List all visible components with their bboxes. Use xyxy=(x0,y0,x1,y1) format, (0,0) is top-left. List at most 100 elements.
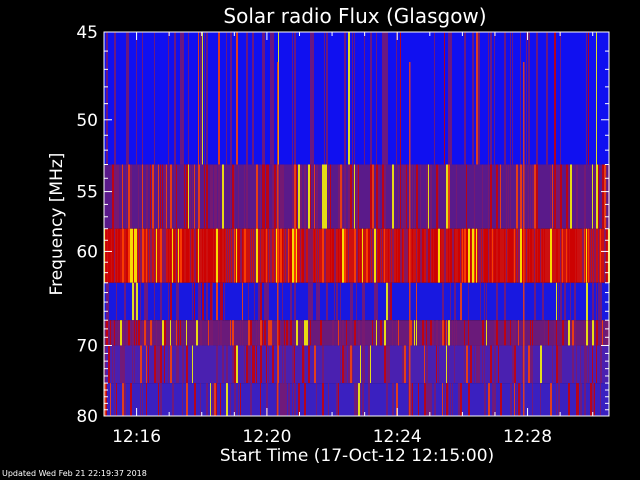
spectral-stripe xyxy=(168,228,169,283)
spectral-stripe xyxy=(576,345,577,384)
spectral-stripe xyxy=(444,320,445,346)
plot-area xyxy=(104,32,610,416)
spectral-stripe xyxy=(436,164,438,229)
spectral-stripe xyxy=(352,345,353,384)
spectral-stripe xyxy=(284,228,285,283)
spectral-stripe xyxy=(600,383,601,416)
spectral-stripe xyxy=(344,32,346,165)
band-4 xyxy=(104,320,610,346)
spectral-stripe xyxy=(234,228,235,283)
spectral-stripe xyxy=(268,320,270,346)
spectral-stripe xyxy=(226,228,227,283)
spectral-stripe xyxy=(592,228,593,283)
spectral-stripe xyxy=(484,228,486,283)
spectral-stripe xyxy=(314,228,315,283)
spectral-stripe xyxy=(324,164,326,229)
spectral-stripe xyxy=(182,345,184,384)
spectral-stripe xyxy=(194,282,195,321)
spectral-stripe xyxy=(344,345,346,384)
spectral-stripe xyxy=(204,164,205,229)
spectral-stripe xyxy=(338,383,339,416)
spectral-stripe xyxy=(162,320,164,346)
spectral-stripe xyxy=(128,320,130,346)
spectral-stripe xyxy=(166,164,167,229)
spectral-stripe xyxy=(294,383,296,416)
plot-frame xyxy=(103,31,610,417)
spectral-stripe xyxy=(554,164,556,229)
spectral-stripe xyxy=(482,228,483,283)
spectral-stripe xyxy=(148,345,149,384)
spectral-stripe xyxy=(570,282,571,321)
spectral-stripe xyxy=(268,228,269,283)
spectral-stripe xyxy=(416,282,417,321)
spectral-stripe xyxy=(146,320,147,346)
spectral-stripe xyxy=(556,383,557,416)
spectral-stripe xyxy=(146,282,148,321)
spectral-stripe xyxy=(166,320,168,346)
spectral-stripe xyxy=(132,345,133,384)
band-1 xyxy=(104,164,610,229)
spectral-stripe xyxy=(136,282,138,321)
spectral-stripe xyxy=(342,164,343,229)
spectral-stripe xyxy=(530,345,532,384)
spectral-stripe xyxy=(114,345,115,384)
spectral-stripe xyxy=(480,282,481,321)
spectral-stripe xyxy=(360,345,361,384)
spectral-stripe xyxy=(592,383,594,416)
spectral-stripe xyxy=(506,164,507,229)
spectral-stripe xyxy=(360,228,361,283)
spectral-stripe xyxy=(434,228,436,283)
spectral-stripe xyxy=(374,320,376,346)
spectral-stripe xyxy=(210,383,211,416)
band-background xyxy=(104,320,609,346)
burst-line xyxy=(277,62,279,416)
spectral-stripe xyxy=(300,228,301,283)
spectral-stripe xyxy=(334,282,335,321)
spectral-stripe xyxy=(276,228,277,283)
spectral-stripe xyxy=(528,164,529,229)
spectral-stripe xyxy=(192,282,193,321)
spectral-stripe xyxy=(132,282,134,321)
spectral-stripe xyxy=(498,228,500,283)
spectral-stripe xyxy=(224,228,225,283)
spectral-stripe xyxy=(604,164,606,229)
spectral-stripe xyxy=(384,32,386,165)
spectral-stripe xyxy=(568,228,569,283)
spectral-stripe xyxy=(438,228,440,283)
spectral-stripe xyxy=(514,320,516,346)
x-tick-label: 12:16 xyxy=(112,427,161,447)
spectral-stripe xyxy=(390,228,391,283)
spectral-stripe xyxy=(346,320,347,346)
spectral-stripe xyxy=(436,345,437,384)
spectral-stripe xyxy=(176,228,177,283)
spectral-stripe xyxy=(124,383,126,416)
spectral-stripe xyxy=(134,320,135,346)
spectral-stripe xyxy=(198,282,200,321)
spectral-stripe xyxy=(350,164,352,229)
spectral-stripe xyxy=(534,164,536,229)
spectral-stripe xyxy=(258,320,259,346)
spectral-stripe xyxy=(278,320,280,346)
spectral-stripe xyxy=(230,383,231,416)
spectral-stripe xyxy=(326,282,328,321)
spectral-stripe xyxy=(544,228,545,283)
spectral-stripe xyxy=(334,228,336,283)
spectral-stripe xyxy=(186,164,188,229)
spectral-stripe xyxy=(470,345,472,384)
spectral-stripe xyxy=(386,32,388,165)
spectral-stripe xyxy=(540,345,542,384)
spectral-stripe xyxy=(188,32,189,165)
spectral-stripe xyxy=(450,383,451,416)
spectral-stripe xyxy=(442,282,444,321)
spectral-stripe xyxy=(362,282,364,321)
spectral-stripe xyxy=(238,164,239,229)
spectral-stripe xyxy=(266,345,267,384)
spectral-stripe xyxy=(602,320,603,346)
spectral-stripe xyxy=(322,383,324,416)
spectral-stripe xyxy=(308,228,310,283)
spectral-stripe xyxy=(456,320,457,346)
spectral-stripe xyxy=(252,228,253,283)
spectral-stripe xyxy=(538,228,540,283)
spectral-stripe xyxy=(384,345,386,384)
spectral-stripe xyxy=(236,32,238,165)
